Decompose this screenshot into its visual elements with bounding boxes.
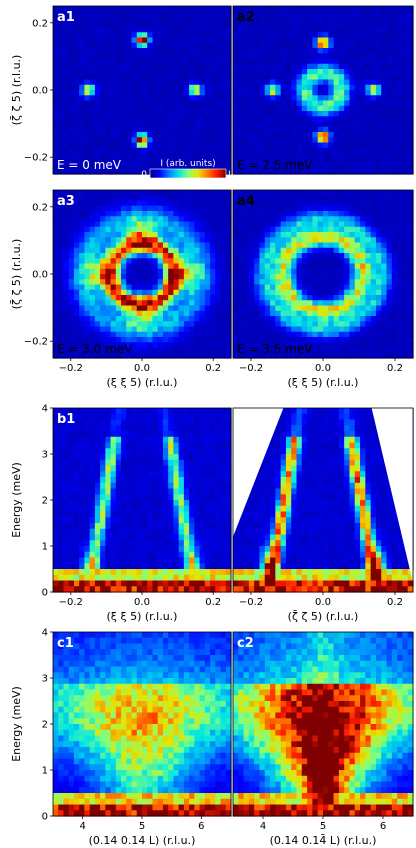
xlabel-b1: (ξ ξ 5) (r.l.u.) [107,610,178,623]
panel-a3: a3 E = 3.0 meV −0.2 0.0 0.2 −0.2 0.0 0.2 (ξ ξ 5)… [10,189,232,389]
xtick-label: 4 [260,821,266,832]
colorbar-max-sub: max [232,175,246,182]
panel-a2: a2 E = 2.5 meV [232,5,414,175]
ytick-label: 1 [42,542,48,553]
xtick-label: 0.2 [387,597,403,608]
xtick-label: 0.0 [134,363,150,374]
panel-label-c1: c1 [57,636,74,651]
ytick-label: 0.0 [32,270,48,281]
xtick-label: 0.2 [205,597,221,608]
energy-label-a4: E = 3.5 meV [237,342,313,356]
panel-label-c2: c2 [237,636,254,651]
energy-label-a3: E = 3.0 meV [57,342,133,356]
heatmap-a4 [233,190,414,359]
panel-label-a4: a4 [237,194,255,209]
xlabel-c2: (0.14 0.14̄ L) (r.l.u.) [270,834,377,847]
ytick-label: 0.2 [32,18,48,29]
xtick-label: 0.0 [315,597,331,608]
heatmap-a2 [233,6,414,175]
heatmap-a3 [53,190,232,359]
xlabel-a3: (ξ ξ 5) (r.l.u.) [107,376,178,389]
xtick-label: 6 [198,821,204,832]
xlabel-b2: (ζ̄ ζ 5) (r.l.u.) [288,610,359,623]
panel-a1: a1 E = 0 meV −0.2 0.0 0.2 (ζ̄ ζ 5) (r.l.u.) [10,5,232,175]
ytick-label: 0 [42,812,48,823]
panel-c1: c1 4 5 6 0 1 2 3 4 (0.14 0.14 L) (r.l.u.) Energy (… [10,628,232,847]
energy-label-a1: E = 0 meV [57,158,122,172]
energy-label-a2: E = 2.5 meV [237,158,313,172]
xtick-label: 6 [380,821,386,832]
ytick-label: 1 [42,766,48,777]
ytick-label: −0.2 [24,337,48,348]
panel-a4: a4 E = 3.5 meV −0.2 0.0 0.2 (ξ ξ 5) (r.l.u.) [232,189,414,389]
heatmap-a1 [53,6,232,175]
heatmap-c2 [233,632,414,817]
xtick-label: 5 [320,821,326,832]
xtick-label: 0.2 [205,363,221,374]
xtick-label: 5 [139,821,145,832]
ytick-label: 0.0 [32,86,48,97]
frame-a2 [232,5,414,175]
xtick-label: 0.0 [315,363,331,374]
xtick-label: 0.0 [134,597,150,608]
xlabel-a4: (ξ ξ 5) (r.l.u.) [288,376,359,389]
xtick-label: −0.2 [239,363,263,374]
colorbar-title: I (arb. units) [160,159,215,169]
panel-label-b1: b1 [57,412,75,427]
xtick-label: 0.2 [387,363,403,374]
heatmap-b1 [53,408,232,593]
ytick-label: 3 [42,674,48,685]
panel-label-a1: a1 [57,10,75,25]
ytick-label: 2 [42,720,48,731]
ytick-label: 0 [42,588,48,599]
panel-label-a3: a3 [57,194,75,209]
xtick-label: −0.2 [239,597,263,608]
panel-b1: b1 −0.2 0.0 0.2 0 1 2 3 4 (ξ ξ 5) (r.l.u.) Energy … [10,404,232,623]
colorbar-max: I [228,170,231,180]
ytick-label: 0.2 [32,202,48,213]
ylabel-c1: Energy (meV) [10,686,23,762]
ytick-label: −0.2 [24,153,48,164]
panel-b2: b2 −0.2 0.0 0.2 (ζ̄ ζ 5) (r.l.u.) [232,407,414,623]
xtick-label: −0.2 [59,597,83,608]
colorbar-min: 0 [141,170,147,180]
ytick-label: 4 [42,628,48,639]
ylabel-a3: (ζ̄ ζ 5) (r.l.u.) [10,239,23,310]
panel-label-a2: a2 [237,10,255,25]
xtick-label: −0.2 [59,363,83,374]
panel-label-b2: b2 [237,412,255,427]
ytick-label: 2 [42,496,48,507]
ytick-label: 4 [42,404,48,415]
xlabel-c1: (0.14 0.14 L) (r.l.u.) [89,834,196,847]
ytick-label: 3 [42,450,48,461]
heatmap-c1 [53,632,232,817]
ylabel-b1: Energy (meV) [10,462,23,538]
ylabel-a1: (ζ̄ ζ 5) (r.l.u.) [10,55,23,126]
panel-c2: c2 4 5 6(0.14 0.14̄ L) (r.l.u.) [232,631,414,847]
colorbar-gradient [149,168,227,179]
xtick-label: 4 [79,821,85,832]
